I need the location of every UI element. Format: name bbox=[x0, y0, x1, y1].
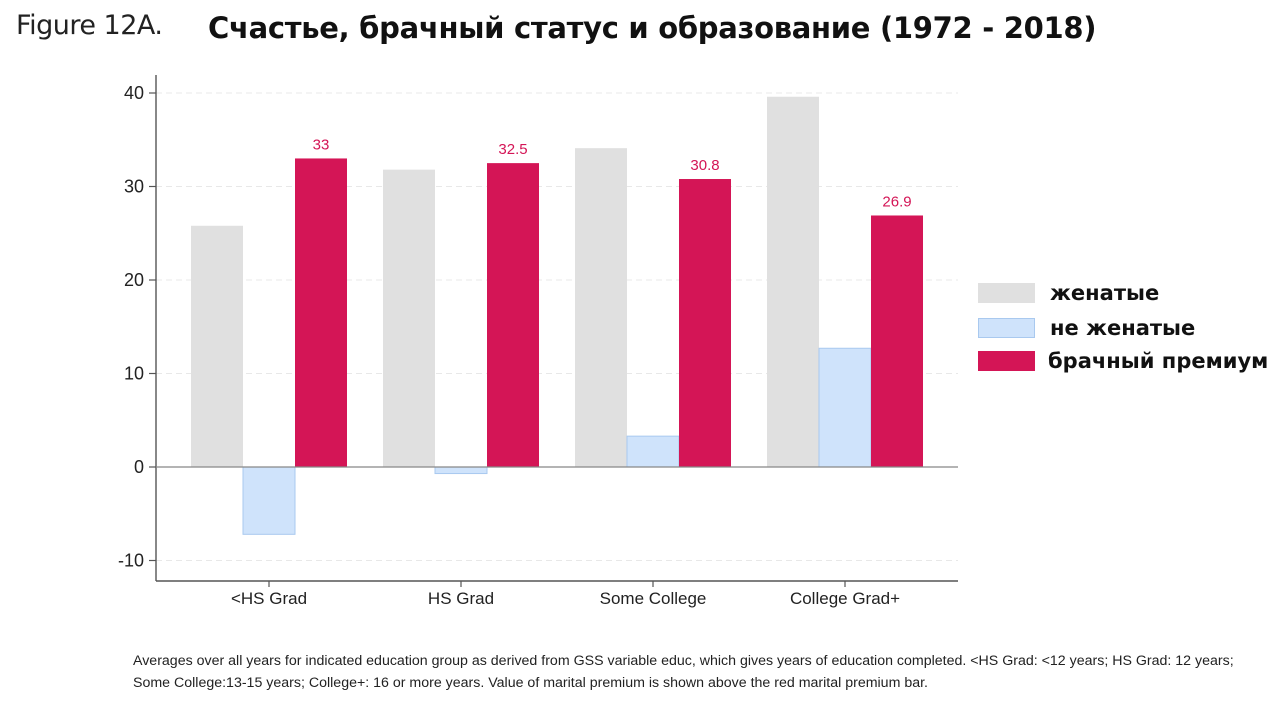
bar-unmarried bbox=[242, 466, 296, 535]
figure-label: Figure 12A. bbox=[16, 10, 163, 41]
bar-premium bbox=[487, 163, 539, 467]
legend-swatch-unmarried bbox=[978, 318, 1035, 338]
legend-swatch-married bbox=[978, 283, 1035, 303]
x-tick-label: College Grad+ bbox=[790, 589, 900, 608]
legend-label-premium: брачный премиум bbox=[1048, 349, 1269, 373]
y-tick-label: 20 bbox=[124, 270, 144, 290]
legend-label-married: женатые bbox=[1050, 281, 1160, 305]
chart-title: Счастье, брачный статус и образование (1… bbox=[208, 11, 1097, 45]
bar-unmarried bbox=[626, 435, 680, 468]
data-label-premium: 26.9 bbox=[882, 193, 911, 210]
footnote: Averages over all years for indicated ed… bbox=[133, 653, 1234, 691]
bar-married bbox=[191, 225, 243, 467]
data-labels: 33 32.5 30.8 26.9 bbox=[313, 136, 912, 210]
bar-premium bbox=[295, 158, 347, 467]
bar-premium bbox=[871, 215, 923, 467]
legend-swatch-premium bbox=[978, 351, 1035, 371]
data-label-premium: 33 bbox=[313, 136, 330, 153]
bar-unmarried bbox=[818, 347, 872, 468]
data-label-premium: 30.8 bbox=[690, 157, 719, 174]
bar-married bbox=[575, 148, 627, 468]
x-tick-label: Some College bbox=[600, 589, 707, 608]
x-tick-label: <HS Grad bbox=[231, 589, 307, 608]
bar-married bbox=[767, 96, 819, 468]
bars bbox=[191, 96, 923, 535]
axes: -10 0 10 20 30 40 <HS Grad HS Grad Some College C… bbox=[118, 75, 958, 608]
gridlines bbox=[156, 92, 958, 561]
bar-chart: -10 0 10 20 30 40 <HS Grad HS Grad Some College C… bbox=[118, 75, 958, 608]
y-tick-label: 30 bbox=[124, 177, 144, 197]
data-label-premium: 32.5 bbox=[498, 141, 527, 158]
y-tick-label: 10 bbox=[124, 364, 144, 384]
y-tick-label: 40 bbox=[124, 83, 144, 103]
bar-married bbox=[383, 169, 435, 468]
bar-unmarried bbox=[434, 466, 488, 475]
x-tick-label: HS Grad bbox=[428, 589, 494, 608]
y-tick-label: 0 bbox=[134, 457, 144, 477]
legend-label-unmarried: не женатые bbox=[1050, 316, 1196, 340]
y-tick-label: -10 bbox=[118, 551, 144, 571]
bar-premium bbox=[679, 179, 731, 467]
